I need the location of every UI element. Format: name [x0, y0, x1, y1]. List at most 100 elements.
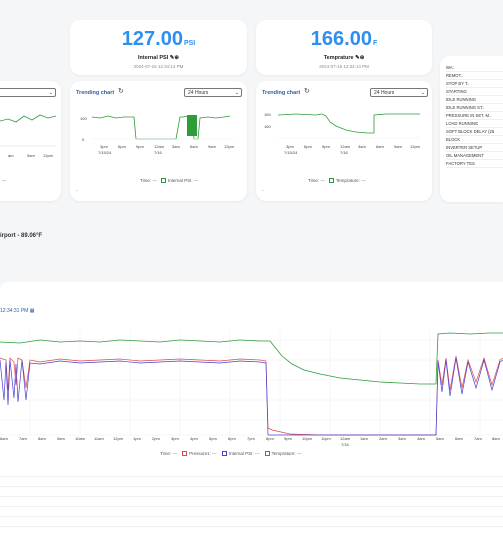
legend-swatch-temperature	[328, 178, 334, 183]
table-placeholder	[0, 467, 503, 527]
x-tick: 11pm	[321, 436, 331, 441]
left-partial-chart	[0, 114, 57, 147]
x-tick: 2pm	[152, 436, 160, 441]
x-tick: 12am	[154, 144, 165, 149]
internal-psi-series	[0, 357, 503, 436]
x-tick: 3pm	[171, 436, 179, 441]
legend-dash: ---	[2, 178, 7, 183]
list-item: REMOT..	[446, 72, 503, 80]
legend-dot: -	[76, 188, 78, 193]
list-item: STOP BY T..	[446, 80, 503, 88]
trend2-x-axis: 3pm 6pm 9pm 12am 3am 6am 9am 12pm 7/15/2…	[284, 144, 421, 155]
x-tick: 3am	[358, 144, 366, 149]
trend-chart-1: 100 0	[80, 115, 234, 142]
trend1-x-axis: 3pm 6pm 9pm 12am 3am 6am 9am 12pm 7/15/2…	[98, 144, 235, 155]
x-tick: 1pm	[133, 436, 141, 441]
list-item: OIL MANAGEMENT	[446, 152, 503, 160]
refresh-icon[interactable]: ↻	[118, 88, 124, 95]
x-tick: 9pm	[284, 436, 292, 441]
x-tick: 7am	[19, 436, 27, 441]
x-tick: 5pm	[209, 436, 217, 441]
date-time-label: 12:34:31 PM ▦	[0, 308, 35, 314]
metric-timestamp: 2024-07-16 12:34:14 PM	[133, 64, 184, 69]
left-partial-ticks: am 9am 12pm	[8, 153, 54, 158]
x-tick: 6pm	[118, 144, 126, 149]
legend-series: Temprature: ---	[271, 451, 302, 456]
x-tick: 6am	[376, 144, 384, 149]
list-item: BLOCK	[446, 136, 503, 144]
y-tick: 169	[264, 112, 271, 117]
legend-series: Internal PSI: ---	[167, 178, 199, 183]
big-chart-x-axis: 6am 7am 8am 9am 10am 11am 12pm 1pm 2pm 3…	[0, 436, 500, 447]
x-tick: 12am	[340, 436, 351, 441]
metric-timestamp: 2024-07-16 12:34:14 PM	[319, 64, 369, 69]
legend-time: Time: ---	[308, 178, 325, 183]
legend-time: Time: ---	[160, 451, 177, 456]
settings-icon[interactable]: ⊕	[359, 55, 365, 61]
legend-swatch-temperature	[264, 451, 270, 456]
x-tick: 2am	[379, 436, 387, 441]
x-tick: 5am	[436, 436, 444, 441]
tick-label: 9am	[27, 153, 35, 158]
big-chart-card: 12:34:31 PM ▦ 6am 7am 8am 9am 10am 11am …	[0, 282, 503, 540]
pencil-icon[interactable]: ✎	[355, 55, 360, 61]
list-item: PRESSURE IN SET, M..	[446, 112, 503, 120]
x-tick: 9am	[394, 144, 402, 149]
trend-chart-2: 169 160	[264, 112, 420, 139]
temperature-series	[0, 332, 503, 385]
internal-psi-dense-block	[187, 115, 197, 136]
legend-swatch-internal-psi	[221, 451, 227, 456]
refresh-icon[interactable]: ↻	[304, 88, 310, 95]
chart-legend: Time: --- Internal PSI: ---	[140, 178, 198, 183]
internal-psi-series	[91, 115, 231, 140]
x-sub-tick: 7/16	[340, 150, 349, 155]
x-tick: 12pm	[224, 144, 235, 149]
tick-label: am	[8, 153, 14, 158]
metric-label: Internal PSI ✎⊕	[137, 55, 179, 61]
x-tick: 6am	[190, 144, 198, 149]
x-tick: 8am	[492, 436, 500, 441]
list-item: IDLE RUNNING	[446, 96, 503, 104]
calendar-icon[interactable]: ▦	[29, 308, 35, 314]
range-select[interactable]: 24 Hours ⌄	[370, 88, 428, 97]
x-tick: 12pm	[410, 144, 421, 149]
x-tick: 3pm	[286, 144, 294, 149]
state-list: WA: REMOT.. STOP BY T.. STARTING IDLE RU…	[446, 64, 503, 168]
x-tick: 9am	[57, 436, 65, 441]
tick-label: 12pm	[43, 153, 54, 158]
metric-value: 127.00PSI	[121, 28, 196, 50]
legend-series: Pressure1: ---	[189, 451, 217, 456]
x-tick: 3pm	[100, 144, 108, 149]
list-item: IDLE RUNNING ST..	[446, 104, 503, 112]
range-select-partial[interactable]: ⌄	[0, 88, 56, 97]
y-tick: 0	[82, 137, 85, 142]
legend-series: Internal PSI: ---	[228, 451, 260, 456]
x-tick: 9pm	[136, 144, 144, 149]
metric-value: 166.00F	[310, 28, 378, 50]
x-tick: 12am	[340, 144, 351, 149]
legend-series: Temprature: ---	[335, 178, 366, 183]
x-tick: 3am	[172, 144, 180, 149]
metric-card-internal-psi: 127.00PSI Internal PSI ✎⊕ 2024-07-16 12:…	[70, 20, 247, 75]
legend-swatch-pressure1	[182, 451, 188, 456]
settings-icon[interactable]: ⊕	[174, 55, 179, 61]
x-tick: 10pm	[302, 436, 313, 441]
trend-title: Trending chart	[76, 90, 115, 96]
chevron-down-icon: ⌄	[234, 90, 239, 96]
x-tick: 6pm	[304, 144, 312, 149]
x-tick: 6am	[0, 436, 8, 441]
x-tick: 7am	[474, 436, 482, 441]
x-tick: 8pm	[266, 436, 274, 441]
list-item: LOAD RUNNING	[446, 120, 503, 128]
x-tick: 9am	[208, 144, 216, 149]
trend-card-internal-psi: Trending chart ↻ 24 Hours ⌄ 100 0 3pm 6pm…	[70, 81, 247, 201]
range-select[interactable]: 24 Hours ⌄	[184, 88, 242, 97]
trend-title: Trending chart	[262, 90, 301, 96]
x-tick: 6am	[455, 436, 463, 441]
legend-time: Time: ---	[140, 178, 157, 183]
legend-dot: -	[262, 188, 264, 193]
left-partial-card: ⌄ am 9am 12pm ---	[0, 81, 61, 201]
x-tick: 11am	[94, 436, 104, 441]
pressure1-series	[0, 355, 503, 436]
pencil-icon[interactable]: ✎	[169, 55, 175, 61]
